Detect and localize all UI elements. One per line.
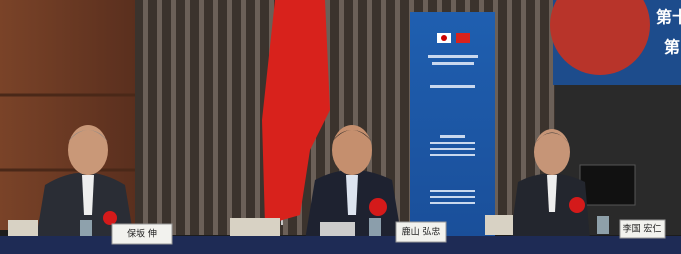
- japan-flag-disc: [441, 35, 447, 41]
- nameplate-text: 鹿山 弘忠: [402, 226, 441, 238]
- monitor: [580, 165, 635, 205]
- chair: [8, 220, 38, 236]
- glass: [369, 218, 381, 236]
- table: [0, 236, 681, 254]
- nameplate-text: 李国 宏仁: [623, 223, 662, 235]
- corsage: [569, 197, 585, 213]
- corsage: [369, 198, 387, 216]
- glass: [597, 216, 609, 234]
- china-flag: [456, 33, 470, 43]
- nameplate-text: 保坂 伸: [127, 228, 157, 240]
- screen-text: 第1: [664, 38, 681, 57]
- chair: [230, 218, 280, 236]
- chair: [485, 215, 513, 235]
- page: 第十 第1 保坂 伸 鹿山: [0, 0, 681, 254]
- photo: 第十 第1 保坂 伸 鹿山: [0, 0, 681, 254]
- laptop: [320, 222, 355, 236]
- glass: [80, 220, 92, 236]
- corsage: [103, 211, 117, 225]
- screen-text: 第十: [656, 8, 681, 27]
